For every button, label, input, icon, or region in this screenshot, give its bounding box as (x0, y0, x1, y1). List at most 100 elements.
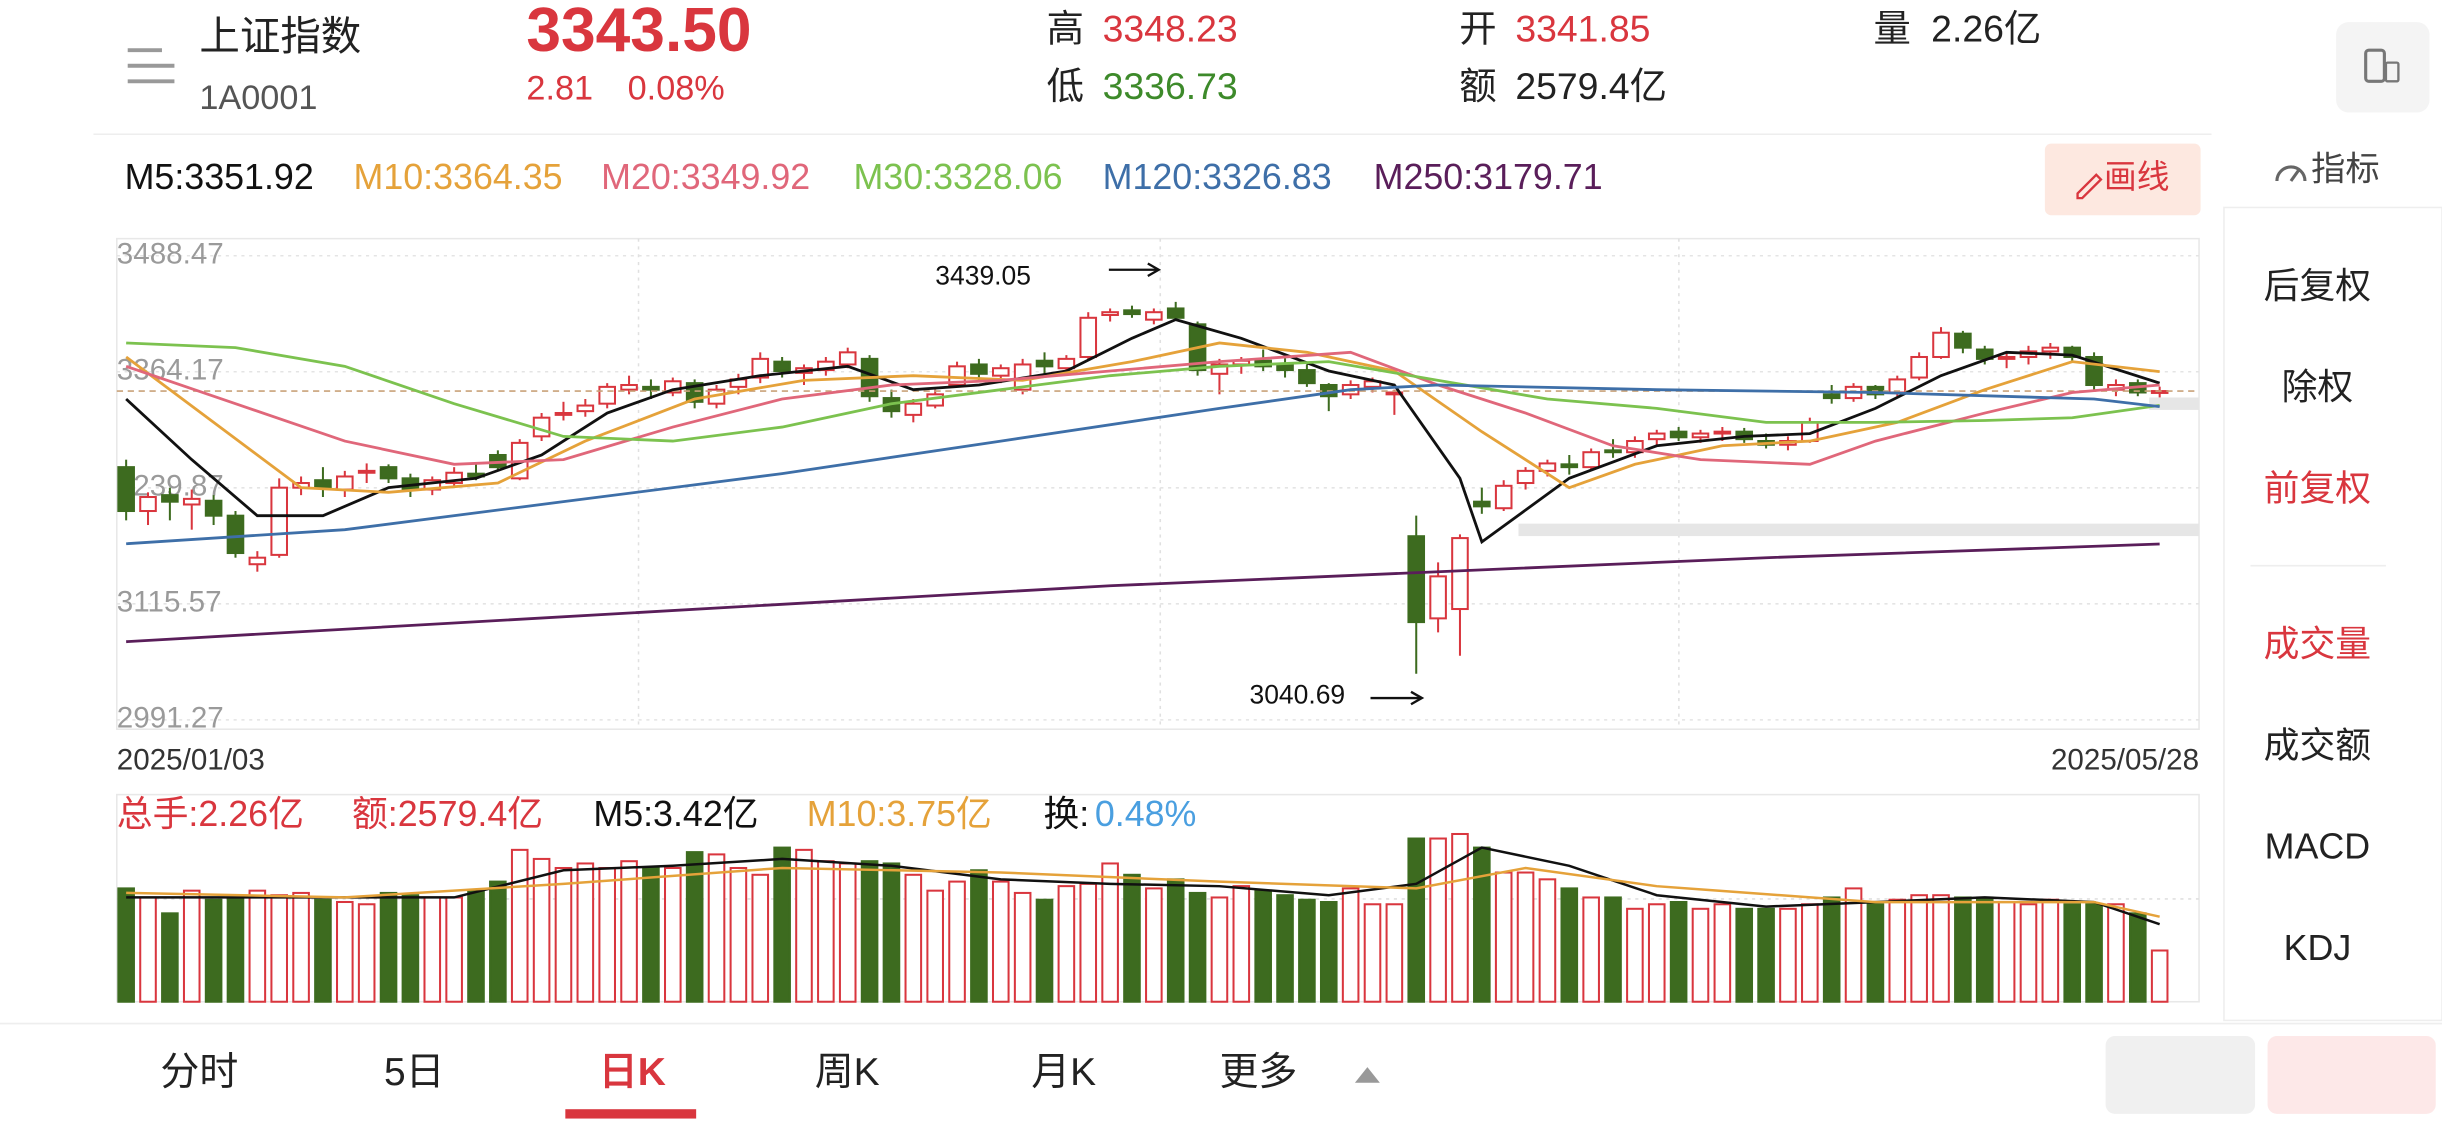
candle-body (991, 367, 1010, 377)
candle-body (1822, 393, 1841, 400)
y-tick-label: 2991.27 (117, 702, 224, 735)
volume-bar (1997, 900, 2016, 1003)
tab[interactable]: 日K (599, 1051, 666, 1094)
candle-body (445, 471, 463, 485)
volume-bar (663, 866, 682, 1003)
volume-bar (1123, 873, 1141, 1003)
indicator-button[interactable]: 指标 (2275, 151, 2380, 189)
volume-bar (1844, 887, 1863, 1003)
volume-bar (1691, 907, 1710, 1003)
price-frame (116, 237, 2200, 730)
sidebar-item[interactable]: 成交量 (2264, 624, 2371, 664)
chips-button-bg (2105, 1036, 2256, 1114)
volume-bar (226, 896, 245, 1003)
volume-bar (1013, 891, 1032, 1003)
sidebar-item[interactable]: MACD (2265, 827, 2370, 867)
volume: 2.26亿 (1931, 7, 2041, 49)
tab[interactable]: 5日 (384, 1051, 445, 1094)
candle-body (554, 411, 573, 416)
volume-bar (1932, 894, 1950, 1003)
volume-bar (685, 851, 704, 1003)
landscape-button[interactable] (2336, 22, 2430, 113)
ma-line (125, 318, 2161, 545)
ma-line (125, 341, 2160, 494)
volume-bar (2041, 898, 2060, 1003)
tab[interactable]: 月K (1031, 1051, 1096, 1094)
tab[interactable]: 周K (815, 1051, 880, 1094)
volume-bar (1057, 885, 1076, 1003)
candle-body (948, 365, 966, 387)
volume-bar (1145, 887, 1163, 1003)
sidebar-item[interactable]: 成交额 (2264, 725, 2371, 765)
more-arrow (1354, 1067, 1380, 1083)
candle-body (270, 486, 289, 556)
volume-bar (904, 873, 923, 1003)
index-code: 1A0001 (199, 79, 317, 117)
volume-bar (1210, 896, 1229, 1003)
open-label: 开 (1459, 7, 1496, 49)
volume-bar (1713, 903, 1732, 1003)
sidebar-item[interactable]: 除权 (2282, 367, 2354, 407)
candle-body (1145, 311, 1163, 321)
ma-line (126, 341, 2160, 443)
volume-bar (1538, 878, 1557, 1003)
candle-body (161, 494, 179, 503)
volume-bar (336, 900, 354, 1003)
candle-body (598, 385, 616, 405)
volume-legend: M5:3.42亿 (593, 794, 758, 834)
tab[interactable]: 更多 (1219, 1051, 1297, 1094)
candle-body (642, 385, 660, 391)
tab[interactable]: 分时 (160, 1051, 238, 1094)
candle-body (1123, 309, 1141, 316)
sidebar-item[interactable]: 前复权 (2264, 468, 2371, 508)
volume-bar (1779, 907, 1797, 1003)
sidebar-item[interactable]: 后复权 (2264, 266, 2371, 306)
candle-body (1473, 500, 1491, 508)
candle-body (1932, 331, 1950, 359)
candle-body (1276, 363, 1294, 372)
candle-body (314, 479, 332, 489)
volume-bar (1866, 903, 1885, 1003)
ma-legend: M30:3328.06 (853, 157, 1062, 197)
volume-bar (1647, 903, 1666, 1003)
volume-bar (817, 860, 835, 1003)
candle-body (751, 357, 770, 379)
candle-body (182, 497, 201, 506)
volume-bar (270, 894, 289, 1003)
amount-label: 额 (1459, 65, 1496, 107)
change-pct: 0.08% (628, 70, 725, 108)
volume-bar (510, 848, 529, 1003)
candle-body (1647, 432, 1666, 441)
amount: 2579.4亿 (1515, 65, 1667, 107)
candle-body (117, 466, 135, 513)
ma-line (125, 350, 2160, 466)
draw-button[interactable]: 画线 (2044, 143, 2201, 216)
volume-legend: 总手:2.26亿 (117, 794, 304, 834)
ma-legend: M120:3326.83 (1103, 157, 1332, 197)
volume-bar (1166, 878, 1185, 1003)
watchlist-button-bg (2267, 1036, 2436, 1114)
volume-bar (1385, 903, 1404, 1003)
menu-icon[interactable] (127, 48, 175, 84)
volume-bar (117, 887, 135, 1003)
candle-body (773, 360, 791, 373)
volume-bar (1363, 903, 1382, 1003)
volume-bar (161, 912, 179, 1003)
draw-label: 画线 (2104, 158, 2169, 195)
ma-legend: M5:3351.92 (125, 157, 314, 197)
candle-body (1669, 430, 1688, 439)
volume-bar (1560, 887, 1579, 1003)
candle-body (970, 363, 988, 375)
candle-body (1954, 332, 1972, 349)
volume-bar (2063, 903, 2082, 1003)
sidebar-item[interactable]: KDJ (2284, 928, 2352, 968)
volume-bar (445, 896, 463, 1003)
volume-bar (1735, 907, 1754, 1003)
volume-bar (2085, 903, 2103, 1003)
volume-bar (1341, 887, 1360, 1003)
candle-body (1385, 391, 1404, 396)
volume-label: 量 (1874, 7, 1911, 49)
volume-bar (1954, 896, 1972, 1003)
volume-bar (2107, 903, 2125, 1003)
ma-line (126, 542, 2160, 644)
